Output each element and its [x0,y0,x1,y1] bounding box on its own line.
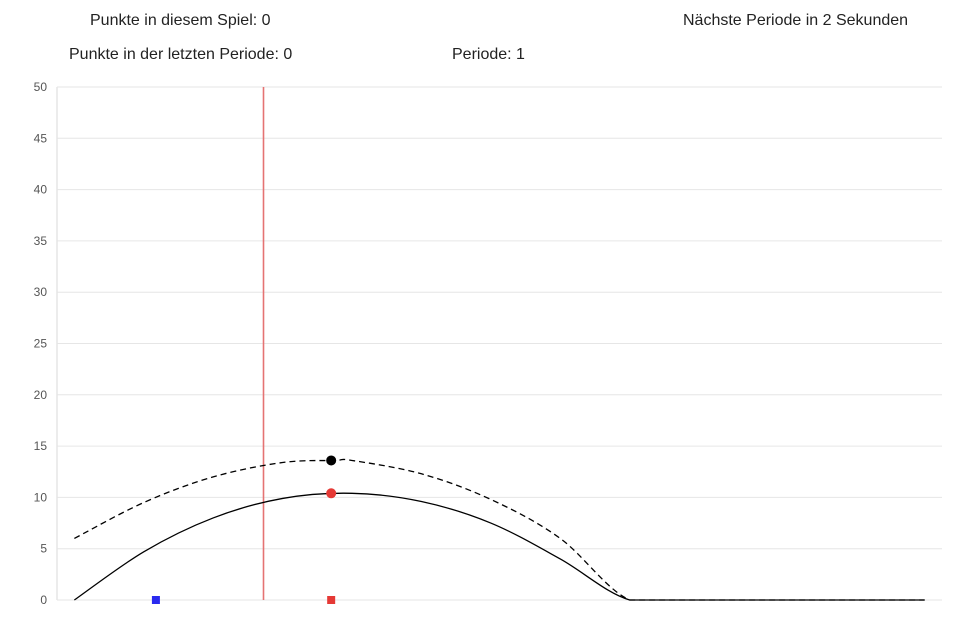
y-tick-label-20: 20 [34,388,48,402]
y-axis-ticks: 0 5 10 15 20 25 30 35 40 45 50 [34,80,48,607]
y-tick-label-40: 40 [34,183,48,197]
y-tick-label-50: 50 [34,80,48,94]
marker-square-3 [327,596,336,604]
game-points-text: Punkte in diesem Spiel: 0 [90,12,271,29]
y-tick-label-15: 15 [34,439,48,453]
marker-circle-0 [326,455,337,466]
y-tick-label-35: 35 [34,234,48,248]
period-number-text: Periode: 1 [452,46,525,63]
chart-markers [151,455,337,604]
y-tick-label-25: 25 [34,337,48,351]
y-tick-label-5: 5 [40,542,47,556]
series-line-solid [73,492,925,601]
marker-square-2 [151,596,160,604]
next-period-countdown: Nächste Periode in 2 Sekunden [683,12,909,29]
y-tick-label-0: 0 [40,593,47,607]
y-tick-label-10: 10 [34,490,48,504]
y-tick-label-30: 30 [34,285,48,299]
last-period-points-text: Punkte in der letzten Periode: 0 [69,46,293,63]
y-tick-label-45: 45 [34,131,48,145]
chart-lines [73,87,925,601]
series-line-dashed [74,458,925,601]
marker-circle-1 [326,488,337,499]
chart-grid [56,86,942,601]
